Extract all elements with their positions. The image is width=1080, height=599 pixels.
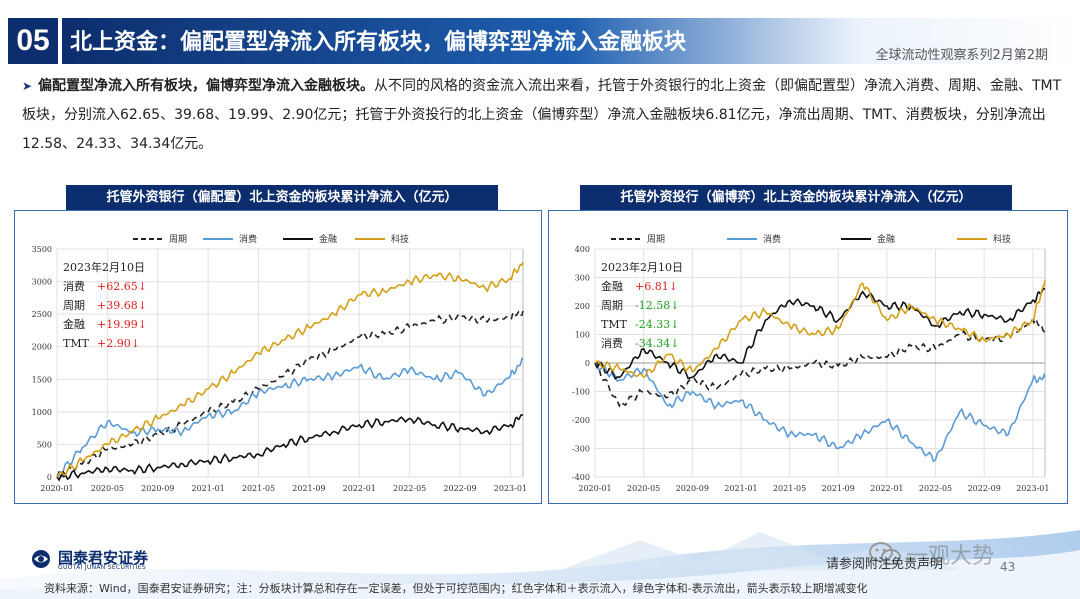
x-tick-label: 2022-01: [343, 484, 376, 493]
x-tick-label: 2021-01: [724, 484, 757, 493]
page-number: 43: [1000, 560, 1016, 574]
annotation-value: -24.33↓: [635, 318, 679, 331]
legend-label: 金融: [877, 233, 895, 245]
logo-icon: [32, 550, 50, 568]
legend-label: 科技: [391, 233, 409, 245]
y-tick-label: 3000: [32, 278, 52, 287]
x-tick-label: 2021-01: [192, 484, 225, 493]
series-line-科技: [56, 261, 524, 478]
x-tick-label: 2022-05: [393, 484, 426, 493]
legend-label: 消费: [239, 233, 257, 245]
annotation-label: 消费: [601, 336, 623, 350]
y-tick-label: -100: [572, 388, 590, 397]
annotation-label: 周期: [63, 299, 85, 312]
y-tick-label: 0: [47, 473, 52, 482]
disclaimer-text: 请参阅附注免责声明: [826, 557, 944, 572]
x-tick-label: 2020-01: [578, 484, 611, 493]
header-banner: [62, 18, 1080, 64]
y-tick-label: 0: [585, 359, 590, 368]
logo-en-text: GUOTAI JUNAN SECURITIES: [58, 564, 146, 571]
annotation-value: -34.34↓: [635, 337, 679, 350]
y-tick-label: 3500: [32, 245, 52, 254]
x-tick-label: 2020-05: [627, 484, 660, 493]
x-tick-label: 2021-09: [822, 484, 855, 493]
slide-header: 05 北上资金：偏配置型净流入所有板块，偏博弈型净流入金融板块 全球流动性观察系…: [0, 18, 1080, 64]
y-tick-label: 1000: [32, 408, 52, 417]
series-tag: 全球流动性观察系列2月第2期: [875, 48, 1048, 63]
annotation-label: 金融: [63, 317, 85, 331]
legend-label: 周期: [647, 234, 665, 245]
x-tick-label: 2021-05: [242, 484, 275, 493]
wechat-icon: [869, 542, 901, 565]
y-tick-label: 2500: [32, 310, 52, 319]
legend-label: 周期: [169, 234, 187, 245]
logo-cn-text: 国泰君安证券: [58, 549, 149, 567]
x-tick-label: 2022-09: [443, 484, 476, 493]
y-tick-label: -300: [572, 445, 590, 454]
y-tick-label: 400: [575, 245, 590, 254]
annotation-value: +62.65↓: [97, 280, 147, 293]
y-tick-label: -400: [572, 473, 590, 482]
y-tick-label: 100: [575, 331, 590, 340]
series-line-周期: [56, 310, 524, 478]
chart-right: -400 -300 -200 -100 0 100 200 300 400 2020-01 2020…: [572, 233, 1049, 493]
watermark-text: 一观大势: [906, 544, 995, 569]
annotation-date: 2023年2月10日: [63, 260, 145, 274]
chart-right-frame: -400 -300 -200 -100 0 100 200 300 400 2020-01 2020…: [548, 210, 1068, 504]
source-note: 资料来源：Wind，国泰君安证券研究；注：分板块计算总和存在一定误差，但处于可控…: [44, 582, 868, 595]
chart-right-title: 托管外资投行（偏博弈）北上资金的板块累计净流入（亿元）: [580, 185, 1012, 210]
annotation-date: 2023年2月10日: [601, 260, 683, 274]
x-tick-label: 2020-01: [40, 484, 73, 493]
y-tick-label: -200: [572, 416, 590, 425]
annotation-label: 金融: [601, 279, 623, 293]
y-tick-label: 1500: [32, 375, 52, 384]
summary-bullet: ➤ 偏配置型净流入所有板块，偏博弈型净流入金融板块。从不同的风格的资金流入流出来看…: [22, 72, 1062, 159]
annotation-value: +39.68↓: [97, 299, 147, 312]
chart-left-title: 托管外资银行（偏配置）北上资金的板块累计净流入（亿元）: [66, 185, 498, 210]
x-tick-label: 2022-05: [919, 484, 952, 493]
chart-left: 0 500 1000 1500 2000 2500 3000 3500 2020-01 2020-…: [32, 233, 527, 493]
section-number: 05: [8, 18, 58, 64]
annotation-label: 消费: [63, 279, 85, 293]
annotation-label: TMT: [63, 337, 90, 350]
annotation-value: +6.81↓: [635, 280, 678, 293]
y-tick-label: 200: [575, 302, 590, 311]
annotation-label: 周期: [601, 299, 623, 312]
legend-label: 金融: [319, 233, 337, 245]
series-line-金融: [56, 414, 524, 482]
x-tick-label: 2021-05: [773, 484, 806, 493]
y-tick-label: 2000: [32, 343, 52, 352]
y-tick-label: 300: [575, 274, 590, 283]
x-tick-label: 2023-01: [494, 484, 527, 493]
series-line-消费: [56, 356, 524, 478]
page-title: 北上资金：偏配置型净流入所有板块，偏博弈型净流入金融板块: [70, 30, 687, 55]
annotation-value: +19.99↓: [97, 318, 147, 331]
x-tick-label: 2021-09: [292, 484, 325, 493]
x-tick-label: 2022-09: [968, 484, 1001, 493]
x-tick-label: 2023-01: [1016, 484, 1049, 493]
annotation-value: +2.90↓: [97, 337, 140, 350]
footer-wave-decoration: [0, 530, 1080, 599]
series-line-消费: [594, 362, 1046, 463]
x-tick-label: 2022-01: [870, 484, 903, 493]
legend-label: 科技: [993, 233, 1011, 245]
bullet-body: 从不同的风格的资金流入流出来看，托管于外资银行的北上资金（即偏配置型）净流入消费…: [22, 78, 1062, 152]
chart-left-frame: 0 500 1000 1500 2000 2500 3000 3500 2020-01 2020-…: [14, 210, 542, 504]
annotation-value: -12.58↓: [635, 299, 679, 312]
series-line-科技: [594, 280, 1046, 379]
annotation-label: TMT: [601, 318, 628, 331]
legend-label: 消费: [763, 233, 781, 245]
series-line-金融: [594, 287, 1046, 380]
bullet-lead: 偏配置型净流入所有板块，偏博弈型净流入金融板块。: [38, 78, 374, 94]
bullet-arrow-icon: ➤: [22, 79, 33, 93]
x-tick-label: 2020-05: [91, 484, 124, 493]
y-tick-label: 500: [37, 440, 52, 449]
x-tick-label: 2020-09: [676, 484, 709, 493]
x-tick-label: 2020-09: [141, 484, 174, 493]
